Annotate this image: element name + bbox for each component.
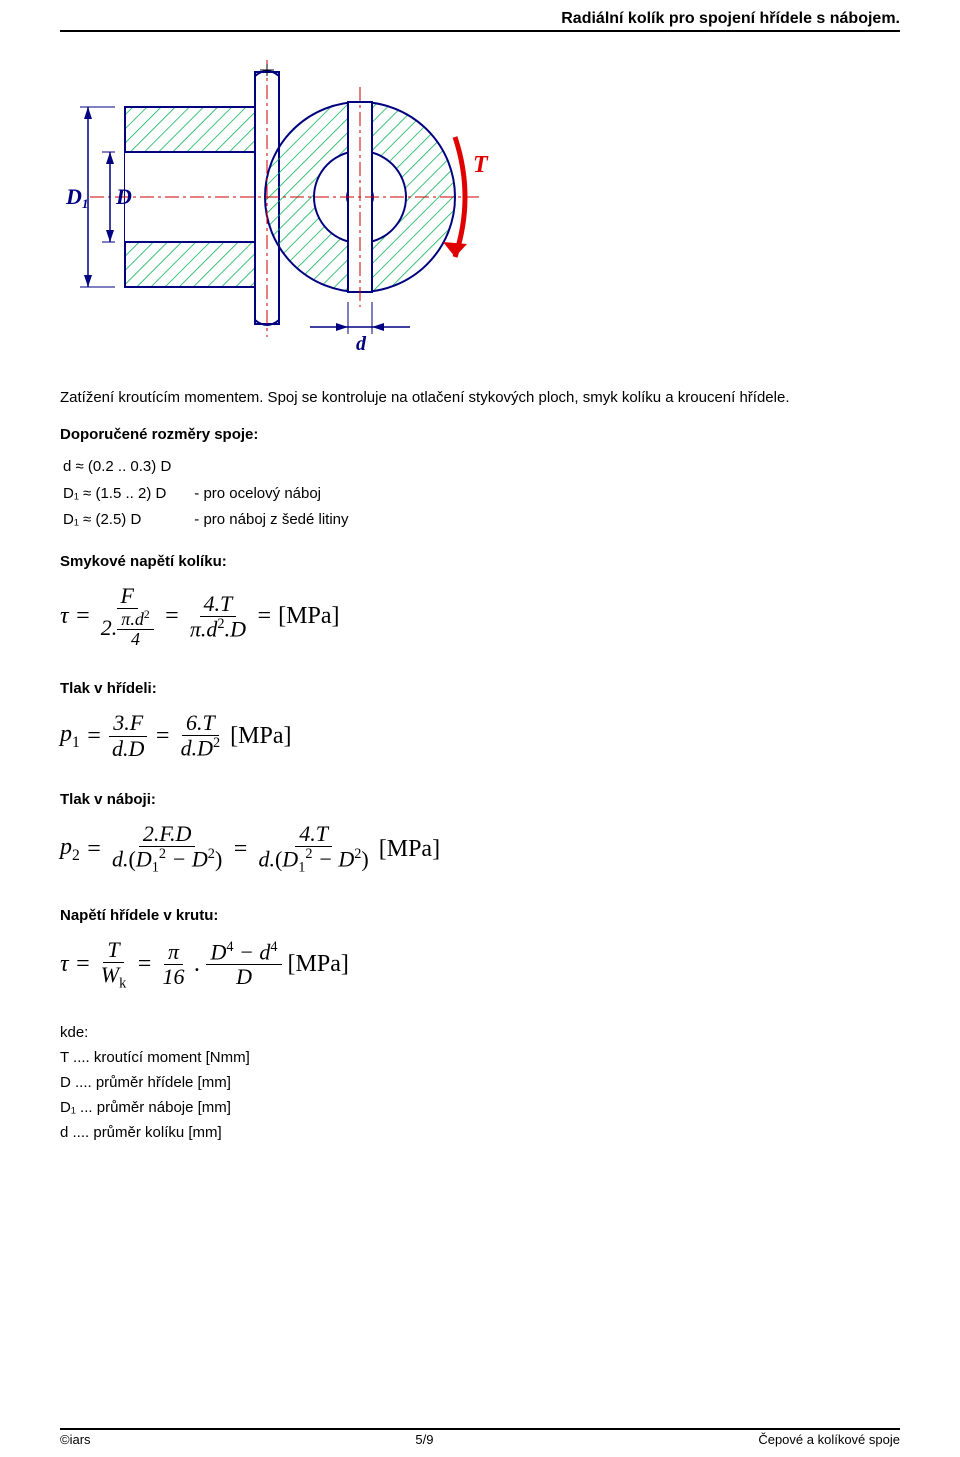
kde-line: T .... kroutící moment [Nmm] xyxy=(60,1047,900,1068)
footer-left: ©iars xyxy=(60,1432,91,1447)
page-title: Radiální kolík pro spojení hřídele s náb… xyxy=(60,10,900,28)
footer-center: 5/9 xyxy=(415,1432,433,1447)
kde-line: d .... průměr kolíku [mm] xyxy=(60,1122,900,1143)
dims-table: d ≈ (0.2 .. 0.3) D D₁ ≈ (1.5 .. 2) D- pr… xyxy=(60,453,371,535)
footer-rule xyxy=(60,1428,900,1430)
kde-title: kde: xyxy=(60,1022,900,1043)
svg-text:d: d xyxy=(356,333,367,352)
formula-torsion: τ = T Wk = π 16 . D4 − d4 D [MPa] xyxy=(60,938,900,992)
kde-line: D₁ ... průměr náboje [mm] xyxy=(60,1097,900,1118)
page-footer: ©iars 5/9 Čepové a kolíkové spoje xyxy=(60,1428,900,1447)
footer-right: Čepové a kolíkové spoje xyxy=(758,1432,900,1447)
svg-text:T: T xyxy=(473,152,489,178)
kde-line: D .... průměr hřídele [mm] xyxy=(60,1072,900,1093)
svg-text:D: D xyxy=(115,184,132,209)
formula-p2: p2 = 2.F.D d.(D12 − D2) = 4.T d.(D12 − D… xyxy=(60,822,900,877)
intro-text: Zatížení kroutícím momentem. Spoj se kon… xyxy=(60,387,900,408)
section-shear: Smykové napětí kolíku: xyxy=(60,553,900,570)
dims-title: Doporučené rozměry spoje: xyxy=(60,426,900,443)
svg-text:D1: D1 xyxy=(65,184,88,211)
section-p1: Tlak v hřídeli: xyxy=(60,680,900,697)
formula-shear: τ = F 2. π.d2 4 = 4.T π.d2.D = [MPa] xyxy=(60,584,900,651)
table-row: D₁ ≈ (1.5 .. 2) D- pro ocelový náboj xyxy=(62,482,369,507)
header-rule xyxy=(60,30,900,32)
table-row: d ≈ (0.2 .. 0.3) D xyxy=(62,455,369,480)
section-torsion: Napětí hřídele v krutu: xyxy=(60,907,900,924)
table-row: D₁ ≈ (2.5) D- pro náboj z šedé litiny xyxy=(62,508,369,533)
section-p2: Tlak v náboji: xyxy=(60,791,900,808)
formula-p1: p1 = 3.F d.D = 6.T d.D2 [MPa] xyxy=(60,711,900,761)
figure-diagram: D1 D T d xyxy=(60,52,900,357)
